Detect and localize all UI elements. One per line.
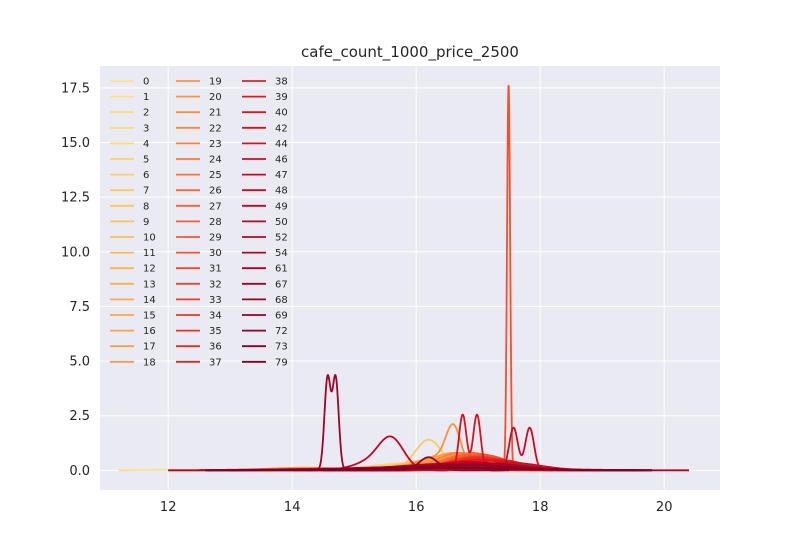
legend-label-40: 40	[275, 108, 288, 119]
legend-label-2: 2	[143, 108, 149, 119]
series-line-69	[353, 456, 510, 472]
x-tick-label: 12	[160, 500, 177, 515]
legend-label-30: 30	[209, 248, 222, 259]
legend-label-54: 54	[275, 248, 288, 259]
legend-label-21: 21	[209, 108, 222, 119]
legend-label-34: 34	[209, 311, 222, 322]
legend-label-4: 4	[143, 139, 149, 150]
legend-label-0: 0	[143, 77, 149, 88]
x-tick-label: 18	[532, 500, 549, 515]
x-tick-label: 14	[284, 500, 301, 515]
legend-label-28: 28	[209, 217, 222, 228]
legend-label-22: 22	[209, 123, 222, 134]
legend-label-20: 20	[209, 92, 222, 103]
y-tick-label: 15.0	[61, 136, 90, 151]
y-axis: 0.0 2.5 5.0 7.5 10.0 12.5 15.0 17.5	[61, 81, 90, 478]
legend-label-16: 16	[143, 326, 156, 337]
legend-label-13: 13	[143, 279, 156, 290]
y-tick-label: 10.0	[61, 245, 90, 260]
legend-label-50: 50	[275, 217, 288, 228]
legend-label-9: 9	[143, 217, 149, 228]
legend-label-1: 1	[143, 92, 149, 103]
legend-label-39: 39	[275, 92, 288, 103]
plot-background	[100, 66, 720, 490]
legend-label-37: 37	[209, 357, 222, 368]
legend-label-36: 36	[209, 342, 222, 353]
legend-label-5: 5	[143, 155, 149, 166]
x-tick-label: 20	[656, 500, 673, 515]
legend-label-32: 32	[209, 279, 222, 290]
legend-label-44: 44	[275, 139, 288, 150]
y-tick-label: 5.0	[69, 355, 90, 370]
legend-label-25: 25	[209, 170, 222, 181]
legend-label-73: 73	[275, 342, 288, 353]
legend-label-14: 14	[143, 295, 156, 306]
legend-label-33: 33	[209, 295, 222, 306]
legend-label-61: 61	[275, 264, 288, 275]
legend-label-19: 19	[209, 77, 222, 88]
legend-label-18: 18	[143, 357, 156, 368]
legend-label-11: 11	[143, 248, 156, 259]
legend-label-68: 68	[275, 295, 288, 306]
legend-label-6: 6	[143, 170, 149, 181]
legend-label-38: 38	[275, 77, 288, 88]
chart-title: cafe_count_1000_price_2500	[301, 43, 519, 62]
series-layer	[118, 84, 689, 472]
y-tick-label: 0.0	[69, 464, 90, 479]
legend-label-72: 72	[275, 326, 288, 337]
legend-label-31: 31	[209, 264, 222, 275]
legend-label-35: 35	[209, 326, 222, 337]
legend-label-24: 24	[209, 155, 222, 166]
legend-label-23: 23	[209, 139, 222, 150]
legend-label-29: 29	[209, 233, 222, 244]
legend-label-79: 79	[275, 357, 288, 368]
legend-label-8: 8	[143, 201, 149, 212]
legend-label-46: 46	[275, 155, 288, 166]
legend-label-49: 49	[275, 201, 288, 212]
legend-label-15: 15	[143, 311, 156, 322]
legend-label-27: 27	[209, 201, 222, 212]
legend-label-42: 42	[275, 123, 288, 134]
y-tick-label: 7.5	[69, 300, 90, 315]
y-tick-label: 12.5	[61, 191, 90, 206]
legend-label-7: 7	[143, 186, 149, 197]
series-line-79	[205, 467, 652, 472]
legend-label-67: 67	[275, 279, 288, 290]
y-tick-label: 2.5	[69, 409, 90, 424]
x-axis: 12 14 16 18 20	[160, 500, 673, 515]
y-tick-label: 17.5	[61, 81, 90, 96]
legend-label-10: 10	[143, 233, 156, 244]
legend-label-48: 48	[275, 186, 288, 197]
legend: 0123456789101112131415161718192021222324…	[110, 77, 288, 368]
legend-label-17: 17	[143, 342, 156, 353]
legend-label-26: 26	[209, 186, 222, 197]
legend-label-12: 12	[143, 264, 156, 275]
legend-label-3: 3	[143, 123, 149, 134]
legend-label-69: 69	[275, 311, 288, 322]
legend-label-52: 52	[275, 233, 288, 244]
x-tick-label: 16	[408, 500, 425, 515]
legend-label-47: 47	[275, 170, 288, 181]
